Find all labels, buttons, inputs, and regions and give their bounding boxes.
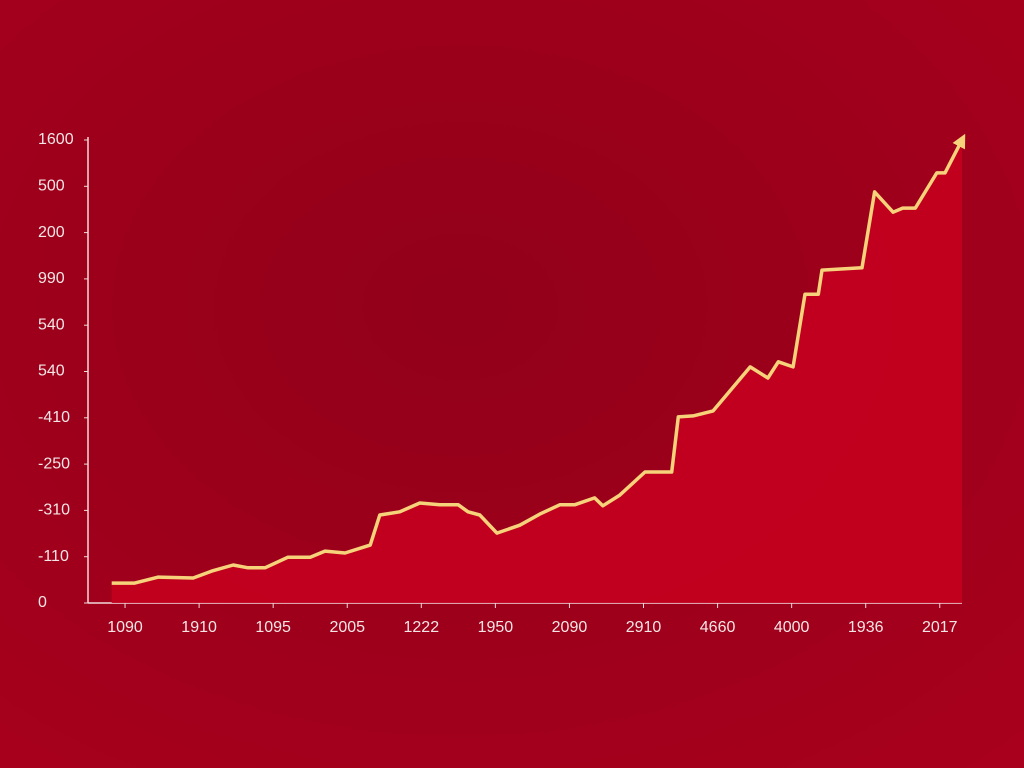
x-tick-label: 2910 (626, 619, 662, 636)
y-tick-label: 540 (38, 316, 65, 333)
x-tick-label: 1950 (478, 619, 514, 636)
y-tick-label: -110 (38, 548, 69, 565)
line (111, 133, 966, 585)
x-tick-label: 2005 (329, 619, 365, 636)
x-tick-label: 4660 (700, 619, 736, 636)
x-tick-label: 2017 (922, 619, 958, 636)
x-tick-label: 1095 (255, 619, 291, 636)
y-tick-label: 0 (38, 594, 47, 611)
x-tick-label: 1910 (181, 619, 217, 636)
x-tick-label: 2090 (552, 619, 588, 636)
y-tick-label: -310 (38, 502, 70, 519)
y-tick-label: -410 (38, 409, 70, 426)
y-tick-label: 540 (38, 363, 65, 380)
x-tick-label: 4000 (774, 619, 810, 636)
y-tick-label: 990 (38, 270, 65, 287)
x-tick-label: 1222 (404, 619, 440, 636)
y-tick-label: 1600 (38, 131, 74, 148)
y-tick-label: 200 (38, 224, 65, 241)
y-tick-label: -250 (38, 455, 70, 472)
y-tick-label: 500 (38, 178, 65, 195)
area (111, 140, 962, 603)
x-tick-label: 1090 (107, 619, 143, 636)
x-tick-label: 1936 (848, 619, 884, 636)
